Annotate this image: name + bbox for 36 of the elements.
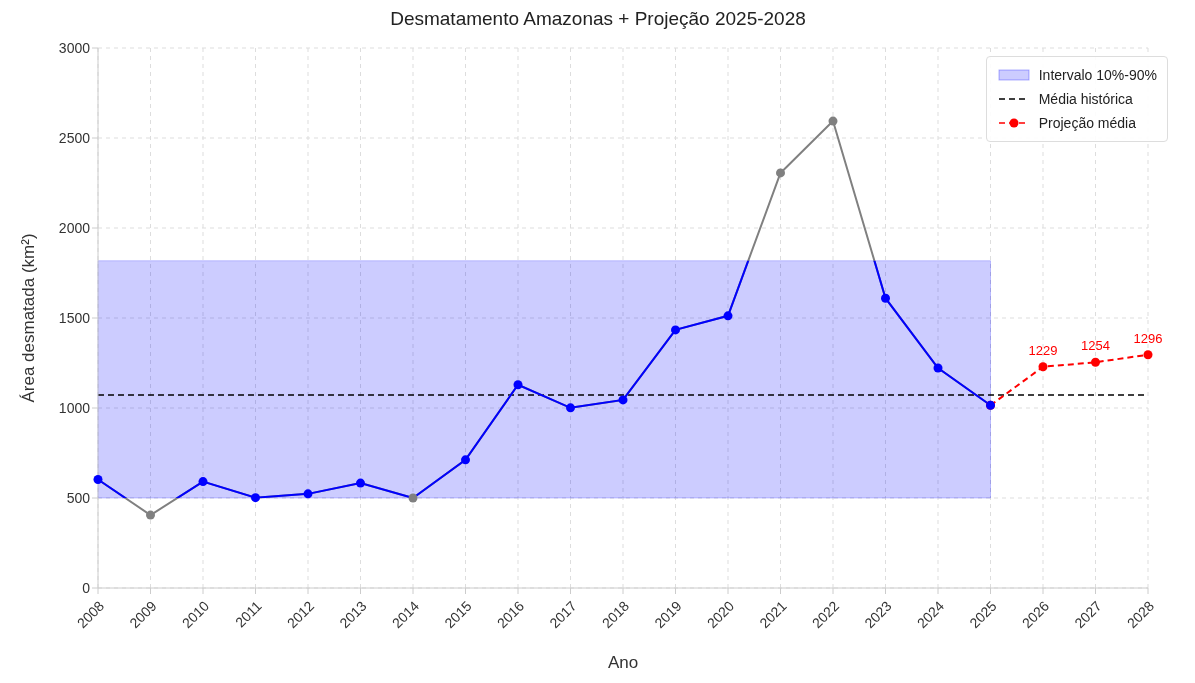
point	[723, 311, 733, 321]
y-tick-label: 3000	[58, 39, 91, 56]
point	[146, 510, 155, 520]
point	[251, 493, 260, 503]
point	[933, 363, 943, 373]
point	[1038, 362, 1048, 372]
y-tick-label: 0	[82, 579, 91, 596]
point	[828, 116, 838, 126]
y-tick-label: 1000	[58, 399, 91, 416]
point	[1091, 357, 1100, 367]
point	[671, 325, 680, 335]
data-label: 1229	[1028, 342, 1058, 358]
data-label: 1296	[1133, 330, 1163, 346]
chart-title: Desmatamento Amazonas + Projeção 2025-2028	[389, 8, 807, 31]
point	[1143, 350, 1153, 360]
x-axis-title: Ano	[607, 653, 639, 672]
point	[566, 403, 575, 413]
point	[303, 489, 313, 499]
point	[356, 478, 365, 488]
point	[461, 455, 470, 465]
legend-label: Média histórica	[1038, 90, 1133, 109]
y-tick-label: 1500	[58, 309, 91, 326]
point	[881, 293, 890, 303]
y-tick-label: 2500	[58, 129, 91, 146]
legend-label: Projeção média	[1038, 114, 1136, 133]
y-tick-label: 2000	[58, 219, 91, 236]
point	[513, 380, 523, 390]
y-tick-label: 500	[66, 489, 91, 506]
point	[776, 168, 785, 178]
point	[408, 493, 418, 503]
data-label: 1254	[1081, 338, 1110, 354]
legend-label: Intervalo 10%-90%	[1038, 66, 1157, 85]
y-axis-title: Área desmatada (km²)	[19, 233, 39, 403]
point	[198, 477, 208, 487]
point	[93, 474, 103, 484]
point	[618, 395, 628, 405]
